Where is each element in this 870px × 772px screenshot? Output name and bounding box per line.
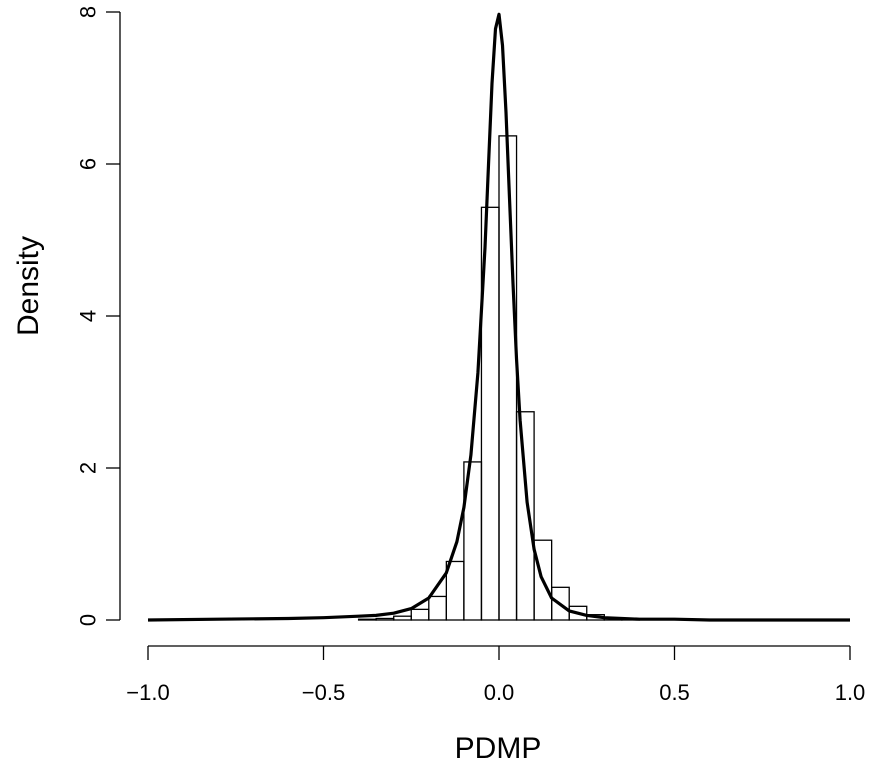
x-tick-label: 1.0 [835,680,866,705]
histogram-bars [357,135,641,621]
histogram-bar [393,615,412,621]
x-tick-label: −0.5 [302,680,345,705]
histogram-bar [515,411,535,621]
y-axis: 0 2 4 6 8 [76,6,121,626]
histogram-bar [357,618,377,621]
histogram-bar [568,605,588,621]
histogram-bar [445,560,465,621]
y-tick-label: 6 [76,158,101,170]
x-axis-title: PDMP [455,732,542,765]
y-tick-label: 8 [76,6,101,18]
histogram-bar [410,608,430,621]
histogram-bar [498,135,518,621]
density-curve [147,12,850,622]
x-tick-label: 0.0 [484,680,515,705]
histogram-bar [551,586,570,621]
x-axis: −1.0 −0.5 0.0 0.5 1.0 [126,645,866,705]
y-axis-title: Density [12,236,45,336]
x-tick-label: 0.5 [659,680,690,705]
histogram-bar [428,595,447,621]
x-tick-label: −1.0 [126,680,169,705]
histogram-bar [533,539,553,621]
y-tick-label: 2 [76,462,101,474]
histogram-bar [375,617,395,621]
y-tick-label: 4 [76,310,101,322]
y-tick-label: 0 [76,614,101,626]
